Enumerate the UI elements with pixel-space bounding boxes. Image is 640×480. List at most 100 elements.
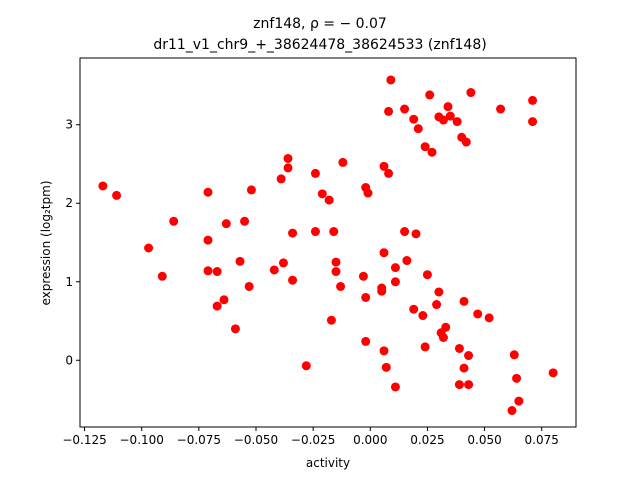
data-point (361, 336, 371, 346)
data-point (276, 174, 286, 184)
data-point (384, 168, 394, 178)
data-point (443, 102, 453, 112)
data-point (425, 90, 435, 100)
data-point (326, 315, 336, 325)
data-point (409, 114, 419, 124)
y-axis-label: expression (log₂tpm) (39, 180, 53, 305)
scatter-points (98, 75, 558, 416)
data-point (310, 227, 320, 237)
y-tick-label: 1 (65, 275, 73, 289)
x-tick-label: −0.100 (120, 433, 164, 447)
x-tick-label: 0.075 (525, 433, 559, 447)
data-point (514, 396, 524, 406)
data-point (269, 265, 279, 275)
x-tick-label: 0.025 (410, 433, 444, 447)
x-axis-ticks: −0.125 −0.100 −0.075 −0.050 −0.025 0.000 0.025… (62, 427, 559, 447)
data-point (288, 228, 298, 238)
data-point (459, 363, 469, 373)
data-point (331, 267, 341, 277)
data-point (283, 153, 293, 163)
data-point (432, 300, 442, 310)
data-point (422, 270, 432, 280)
data-point (244, 281, 254, 291)
data-point (441, 322, 451, 332)
data-point (413, 124, 423, 134)
data-point (212, 267, 222, 277)
x-tick-label: −0.025 (291, 433, 335, 447)
data-point (402, 256, 412, 266)
data-point (548, 368, 558, 378)
y-tick-label: 2 (65, 196, 73, 210)
data-point (361, 292, 371, 302)
data-point (528, 95, 538, 105)
data-point (461, 137, 471, 147)
data-point (411, 229, 421, 239)
data-point (466, 88, 476, 98)
chart-title-line2: dr11_v1_chr9_+_38624478_38624533 (znf148… (153, 37, 486, 53)
data-point (221, 219, 231, 229)
data-point (496, 104, 506, 114)
data-point (386, 75, 396, 85)
data-point (379, 346, 389, 356)
data-point (452, 117, 462, 127)
data-point (400, 227, 410, 237)
data-point (507, 406, 517, 416)
data-point (336, 281, 346, 291)
data-point (434, 287, 444, 297)
data-point (230, 324, 240, 334)
chart-title-line1: znf148, ρ = − 0.07 (253, 16, 387, 32)
data-point (512, 373, 522, 383)
x-tick-label: −0.075 (177, 433, 221, 447)
data-point (98, 181, 108, 191)
data-point (310, 168, 320, 178)
y-axis-ticks: 0 1 2 3 (65, 118, 80, 367)
data-point (331, 257, 341, 267)
data-point (390, 382, 400, 392)
data-point (288, 275, 298, 285)
data-point (390, 263, 400, 273)
data-point (473, 309, 483, 319)
data-point (278, 258, 288, 268)
data-point (484, 313, 494, 323)
data-point (464, 380, 474, 390)
data-point (112, 190, 122, 200)
data-point (427, 147, 437, 157)
data-point (157, 271, 167, 281)
data-point (464, 351, 474, 361)
y-tick-label: 3 (65, 118, 73, 132)
data-point (377, 283, 387, 293)
data-point (212, 301, 222, 311)
data-point (420, 142, 430, 152)
data-point (283, 163, 293, 173)
data-point (390, 277, 400, 287)
data-point (528, 117, 538, 127)
data-point (379, 161, 389, 171)
data-point (144, 243, 154, 253)
data-point (324, 195, 334, 205)
data-point (509, 350, 519, 360)
data-point (400, 104, 410, 114)
data-point (317, 189, 327, 199)
data-point (438, 333, 448, 342)
data-point (418, 311, 428, 321)
data-point (301, 361, 311, 371)
x-axis-label: activity (306, 456, 350, 470)
data-point (246, 185, 256, 195)
data-point (203, 187, 213, 197)
x-tick-label: −0.050 (234, 433, 278, 447)
data-point (203, 266, 213, 276)
data-point (409, 304, 419, 314)
data-point (363, 188, 373, 198)
data-point (338, 157, 348, 167)
data-point (384, 106, 394, 116)
plot-area-frame (79, 57, 577, 428)
data-point (219, 295, 229, 305)
data-point (235, 256, 245, 266)
data-point (203, 235, 213, 245)
data-point (381, 362, 391, 372)
data-point (169, 216, 179, 226)
data-point (420, 342, 430, 352)
data-point (438, 115, 448, 125)
